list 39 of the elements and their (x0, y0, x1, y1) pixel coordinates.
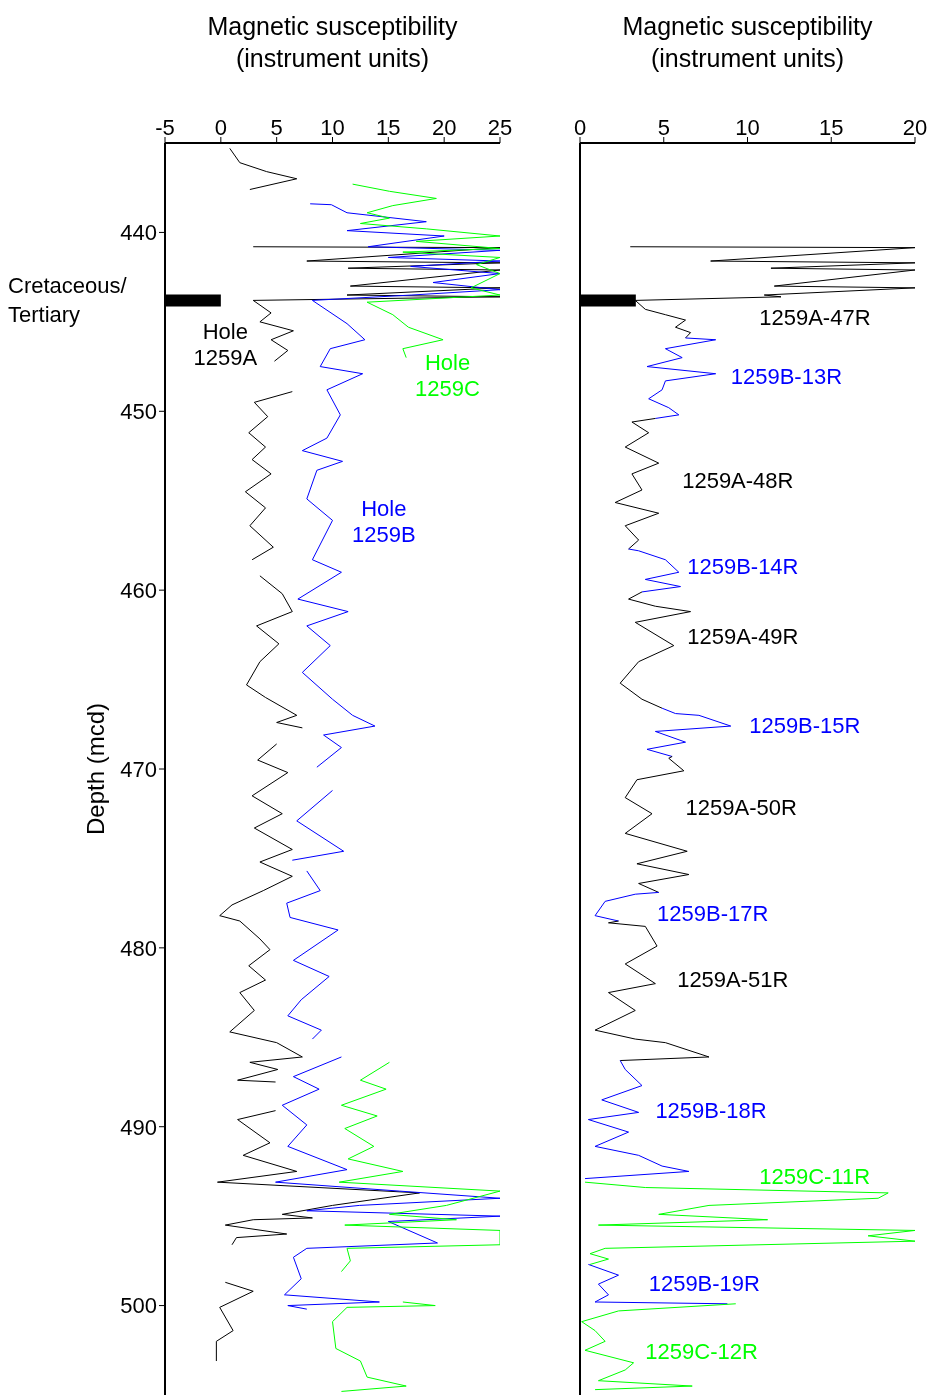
series-label: 1259B-15R (749, 713, 861, 740)
x-tick-label: 15 (819, 115, 844, 140)
y-tick-label: 490 (120, 1114, 157, 1140)
y-tick-label: 440 (120, 220, 157, 246)
x-tick-label: 15 (376, 115, 401, 140)
x-tick-label: 0 (573, 115, 587, 140)
y-tick-label: 450 (120, 399, 157, 425)
x-tick-label: 25 (487, 115, 513, 140)
series-label: 1259B-17R (657, 900, 769, 927)
x-tick-label: 20 (902, 115, 928, 140)
series-label: Hole 1259B (352, 496, 416, 549)
series-label: 1259B-13R (730, 364, 843, 391)
series-label: Hole 1259C (415, 349, 480, 402)
series-label: 1259A-50R (685, 795, 797, 822)
series-label: 1259A-51R (677, 967, 789, 994)
y-tick-label: 480 (120, 935, 157, 961)
boundary-label: Cretaceous/ Tertiary (8, 272, 127, 330)
x-tick-label: 5 (657, 115, 670, 140)
series-label: 1259C-11R (759, 1163, 871, 1190)
x-tick-label: 10 (320, 115, 345, 140)
y-tick-label: 460 (120, 577, 157, 603)
x-tick-label: 10 (735, 115, 760, 140)
series-label: 1259B-18R (655, 1097, 767, 1124)
x-tick-label: -5 (155, 115, 175, 140)
x-tick-label: 0 (214, 115, 227, 140)
series-label: Hole 1259A (193, 319, 258, 372)
series-label: 1259A-49R (687, 623, 799, 650)
x-axis-title: Magnetic susceptibility (instrument units) (206, 11, 459, 74)
series-label: 1259B-19R (648, 1271, 760, 1298)
x-tick-label: 5 (270, 115, 283, 140)
x-tick-label: 20 (431, 115, 457, 140)
series-label: 1259A-48R (682, 468, 794, 495)
y-tick-label: 470 (120, 756, 157, 782)
y-tick-label: 500 (120, 1293, 157, 1319)
series-label: 1259C-12R (645, 1339, 758, 1366)
series-label: 1259B-14R (687, 553, 799, 580)
x-axis-title: Magnetic susceptibility (instrument units) (621, 11, 874, 74)
y-axis-title: Depth (mcd) (81, 702, 109, 836)
series-label: 1259A-47R (759, 305, 871, 332)
